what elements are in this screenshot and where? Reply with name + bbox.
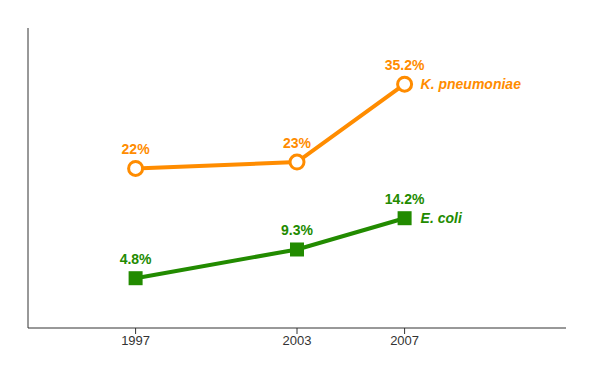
svg-text:K. pneumoniae: K. pneumoniae <box>421 76 522 92</box>
svg-text:9.3%: 9.3% <box>281 222 313 238</box>
svg-text:35.2%: 35.2% <box>385 57 425 73</box>
svg-text:23%: 23% <box>283 135 312 151</box>
svg-text:E. coli: E. coli <box>421 210 463 226</box>
svg-text:22%: 22% <box>122 141 151 157</box>
svg-text:2003: 2003 <box>283 333 312 348</box>
svg-text:2007: 2007 <box>390 333 419 348</box>
svg-text:4.8%: 4.8% <box>120 251 152 267</box>
svg-text:1997: 1997 <box>121 333 150 348</box>
svg-text:14.2%: 14.2% <box>385 191 425 207</box>
